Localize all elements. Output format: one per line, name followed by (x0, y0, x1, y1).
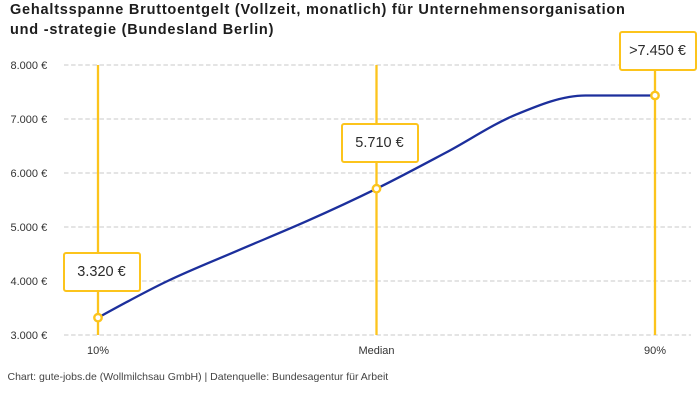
svg-text:Median: Median (358, 345, 394, 357)
svg-text:10%: 10% (87, 345, 109, 357)
svg-text:90%: 90% (644, 345, 666, 357)
svg-text:6.000 €: 6.000 € (11, 168, 48, 180)
svg-text:4.000 €: 4.000 € (11, 276, 48, 288)
svg-text:5.000 €: 5.000 € (11, 222, 48, 234)
svg-text:3.000 €: 3.000 € (11, 330, 48, 342)
svg-text:8.000 €: 8.000 € (11, 60, 48, 72)
svg-text:7.000 €: 7.000 € (11, 114, 48, 126)
